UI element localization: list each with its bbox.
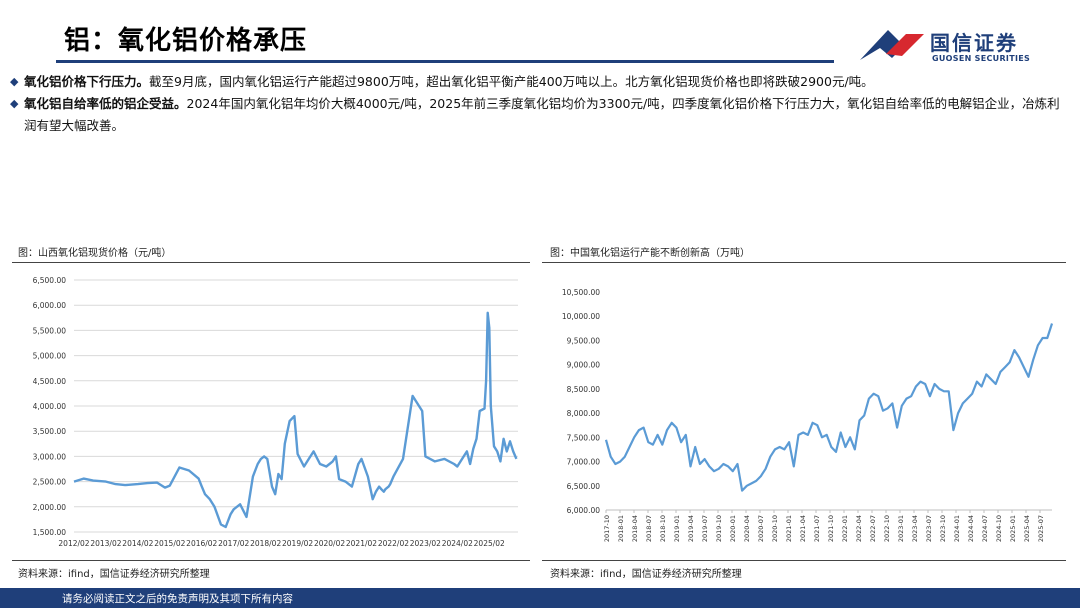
x-tick-label: 2023-04 xyxy=(911,515,919,542)
brand-logo: 国信证券 GUOSEN SECURITIES xyxy=(858,24,1058,68)
x-tick-label: 2018-07 xyxy=(645,515,653,542)
y-tick-label: 6,000.00 xyxy=(567,506,601,515)
x-tick-label: 2022/02 xyxy=(378,539,409,548)
y-tick-label: 6,000.00 xyxy=(33,301,67,310)
left-chart: 1,500.00 2,000.00 2,500.00 3,000.00 3,500.00… xyxy=(33,276,518,548)
x-tick-label: 2019-04 xyxy=(687,515,695,542)
x-tick-label: 2016/02 xyxy=(186,539,217,548)
y-tick-label: 4,000.00 xyxy=(33,402,67,411)
y-tick-label: 10,500.00 xyxy=(562,288,600,297)
x-tick-label: 2020-04 xyxy=(743,515,751,542)
x-tick-label: 2025/02 xyxy=(474,539,505,548)
x-tick-label: 2018/02 xyxy=(250,539,281,548)
y-tick-label: 1,500.00 xyxy=(33,528,67,537)
left-chart-source-rule xyxy=(12,560,530,561)
y-tick-label: 6,500.00 xyxy=(33,276,67,285)
x-tick-label: 2024-01 xyxy=(953,515,961,542)
y-tick-label: 8,000.00 xyxy=(567,409,601,418)
x-tick-label: 2018-04 xyxy=(631,515,639,542)
y-tick-label: 7,500.00 xyxy=(567,433,601,442)
diamond-bullet-icon: ◆ xyxy=(10,97,19,110)
title-underline xyxy=(56,60,834,63)
capacity-series-line xyxy=(604,323,1054,492)
x-tick-label: 2022-10 xyxy=(883,515,891,542)
x-tick-label: 2019-07 xyxy=(701,515,709,542)
right-chart-title-rule xyxy=(542,262,1066,263)
logo-mark-icon xyxy=(860,30,924,60)
x-tick-label: 2018-01 xyxy=(617,515,625,542)
x-tick-label: 2019/02 xyxy=(282,539,313,548)
y-tick-label: 2,000.00 xyxy=(33,503,67,512)
y-tick-label: 9,000.00 xyxy=(567,361,601,370)
x-tick-label: 2021-07 xyxy=(813,515,821,542)
x-tick-label: 2025-04 xyxy=(1023,515,1031,542)
x-tick-label: 2023-07 xyxy=(925,515,933,542)
y-tick-label: 9,500.00 xyxy=(567,336,601,345)
left-chart-title-rule xyxy=(12,262,530,263)
x-tick-label: 2024-10 xyxy=(995,515,1003,542)
x-tick-label: 2014/02 xyxy=(122,539,153,548)
footer-bar: 请务必阅读正文之后的免责声明及其项下所有内容 xyxy=(0,588,1080,608)
x-tick-label: 2023-10 xyxy=(939,515,947,542)
y-tick-label: 5,500.00 xyxy=(33,326,67,335)
x-tick-label: 2021-01 xyxy=(785,515,793,542)
x-tick-label: 2021-10 xyxy=(827,515,835,542)
x-tick-label: 2019-10 xyxy=(715,515,723,542)
footer-disclaimer: 请务必阅读正文之后的免责声明及其项下所有内容 xyxy=(62,593,293,605)
left-chart-title: 图：山西氧化铝现货价格（元/吨） xyxy=(18,248,172,259)
bullet-list: ◆ 氧化铝价格下行压力。截至9月底，国内氧化铝运行产能超过9800万吨，超出氧化… xyxy=(10,71,1065,137)
page-title: 铝：氧化铝价格承压 xyxy=(64,26,308,56)
x-tick-label: 2017/02 xyxy=(218,539,249,548)
bullet-text: 截至9月底，国内氧化铝运行产能超过9800万吨，超出氧化铝平衡产能400万吨以上… xyxy=(149,74,874,89)
x-tick-label: 2022-04 xyxy=(855,515,863,542)
x-tick-label: 2021/02 xyxy=(346,539,377,548)
y-tick-label: 3,000.00 xyxy=(33,452,67,461)
bullet-text: 2024年国内氧化铝年均价大概4000元/吨，2025年前三季度氧化铝均价为33… xyxy=(24,96,1060,133)
y-tick-label: 10,000.00 xyxy=(562,312,600,321)
x-tick-label: 2024-04 xyxy=(967,515,975,542)
right-chart-source: 资料来源：ifind，国信证券经济研究所整理 xyxy=(550,569,742,580)
x-tick-label: 2022-01 xyxy=(841,515,849,542)
x-tick-label: 2025-01 xyxy=(1009,515,1017,542)
x-tick-label: 2022-07 xyxy=(869,515,877,542)
x-tick-label: 2020/02 xyxy=(314,539,345,548)
diamond-bullet-icon: ◆ xyxy=(10,75,19,88)
bullet-heading: 氧化铝自给率低的铝企受益。 xyxy=(24,96,187,111)
bullet-item: ◆ 氧化铝自给率低的铝企受益。2024年国内氧化铝年均价大概4000元/吨，20… xyxy=(10,93,1065,137)
left-chart-source: 资料来源：ifind，国信证券经济研究所整理 xyxy=(18,569,210,580)
x-tick-label: 2020-07 xyxy=(757,515,765,542)
right-chart-source-rule xyxy=(542,560,1066,561)
bullet-heading: 氧化铝价格下行压力。 xyxy=(24,74,150,89)
x-tick-label: 2024/02 xyxy=(442,539,473,548)
logo-name-en: GUOSEN SECURITIES xyxy=(932,54,1031,63)
x-tick-label: 2024-07 xyxy=(981,515,989,542)
x-tick-label: 2020-10 xyxy=(771,515,779,542)
price-series-line xyxy=(73,311,518,529)
logo-name-cn: 国信证券 xyxy=(930,31,1018,55)
y-tick-label: 4,500.00 xyxy=(33,377,67,386)
right-chart: 6,000.00 6,500.00 7,000.00 7,500.00 8,000.00… xyxy=(562,288,1054,542)
y-tick-label: 5,000.00 xyxy=(33,352,67,361)
x-tick-label: 2023/02 xyxy=(410,539,441,548)
y-tick-label: 7,000.00 xyxy=(567,458,601,467)
x-tick-label: 2023-01 xyxy=(897,515,905,542)
x-tick-label: 2013/02 xyxy=(90,539,121,548)
bullet-item: ◆ 氧化铝价格下行压力。截至9月底，国内氧化铝运行产能超过9800万吨，超出氧化… xyxy=(10,71,1065,93)
x-tick-label: 2012/02 xyxy=(58,539,89,548)
x-tick-label: 2017-10 xyxy=(603,515,611,542)
y-tick-label: 2,500.00 xyxy=(33,478,67,487)
y-tick-label: 6,500.00 xyxy=(567,482,601,491)
x-tick-label: 2025-07 xyxy=(1037,515,1045,542)
x-tick-label: 2018-10 xyxy=(659,515,667,542)
x-tick-label: 2020-01 xyxy=(729,515,737,542)
y-tick-label: 8,500.00 xyxy=(567,385,601,394)
y-tick-label: 3,500.00 xyxy=(33,427,67,436)
x-tick-label: 2015/02 xyxy=(154,539,185,548)
x-tick-label: 2019-01 xyxy=(673,515,681,542)
right-chart-title: 图：中国氧化铝运行产能不断创新高（万吨） xyxy=(550,248,750,259)
x-tick-label: 2021-04 xyxy=(799,515,807,542)
